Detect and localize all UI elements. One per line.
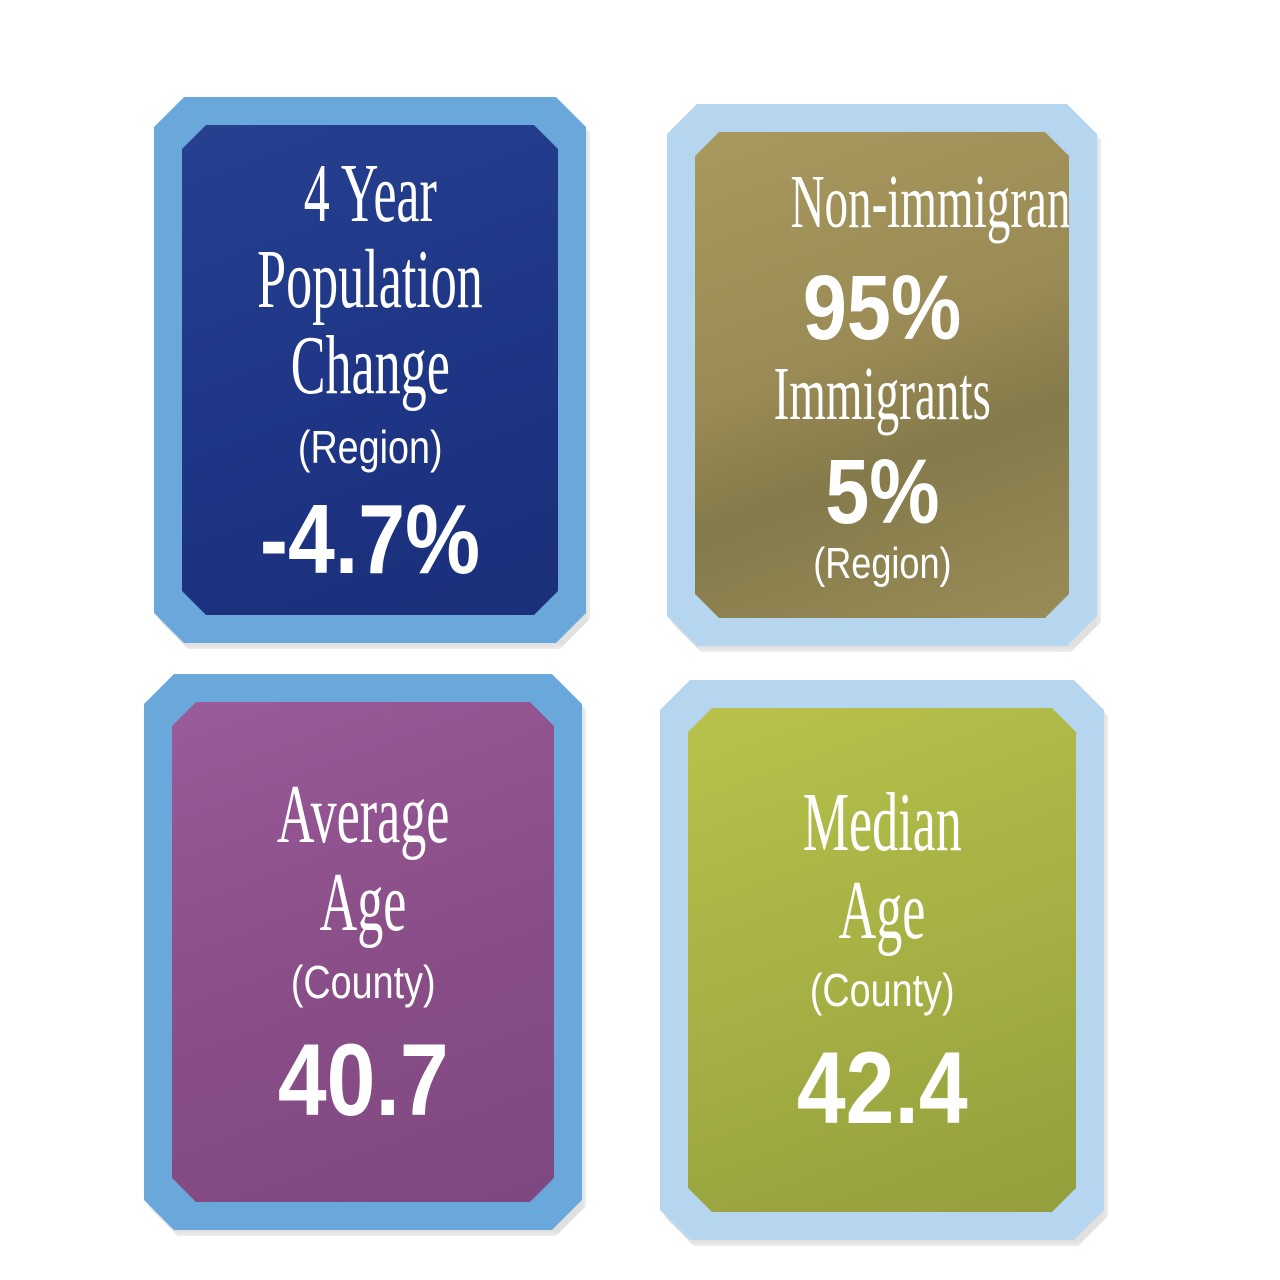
average-age-value: 40.7 <box>277 1023 449 1137</box>
median-age-scope: (County) <box>809 964 955 1016</box>
population-change-title-line1: 4 Year <box>303 147 437 240</box>
average-age-title-line1: Average <box>276 768 450 861</box>
population-change-panel: 4 Year Population Change (Region) -4.7% <box>182 125 558 615</box>
average-age-panel: Average Age (County) 40.7 <box>172 702 554 1202</box>
non-immigrants-label: Non-immigrants <box>790 160 1102 244</box>
population-change-value: -4.7% <box>259 484 481 594</box>
population-change-title-line2: Population <box>257 233 483 326</box>
population-change-title-line3: Change <box>290 319 450 412</box>
median-age-title-line1: Median <box>802 776 962 869</box>
median-age-value: 42.4 <box>796 1031 968 1145</box>
immigration-card: Non-immigrants 95% Immigrants 5% (Region… <box>667 104 1097 646</box>
population-change-card: 4 Year Population Change (Region) -4.7% <box>154 97 586 643</box>
immigration-scope: (Region) <box>812 539 952 588</box>
non-immigrants-value: 95% <box>802 257 962 359</box>
median-age-panel: Median Age (County) 42.4 <box>688 708 1076 1212</box>
median-age-title-line2: Age <box>838 864 926 957</box>
median-age-card: Median Age (County) 42.4 <box>660 680 1104 1240</box>
immigrants-value: 5% <box>824 441 940 543</box>
average-age-card: Average Age (County) 40.7 <box>144 674 582 1230</box>
average-age-title-line2: Age <box>319 856 407 949</box>
immigration-panel: Non-immigrants 95% Immigrants 5% (Region… <box>695 132 1069 618</box>
average-age-scope: (County) <box>290 956 436 1008</box>
immigrants-label: Immigrants <box>773 352 991 436</box>
population-change-scope: (Region) <box>297 421 443 473</box>
